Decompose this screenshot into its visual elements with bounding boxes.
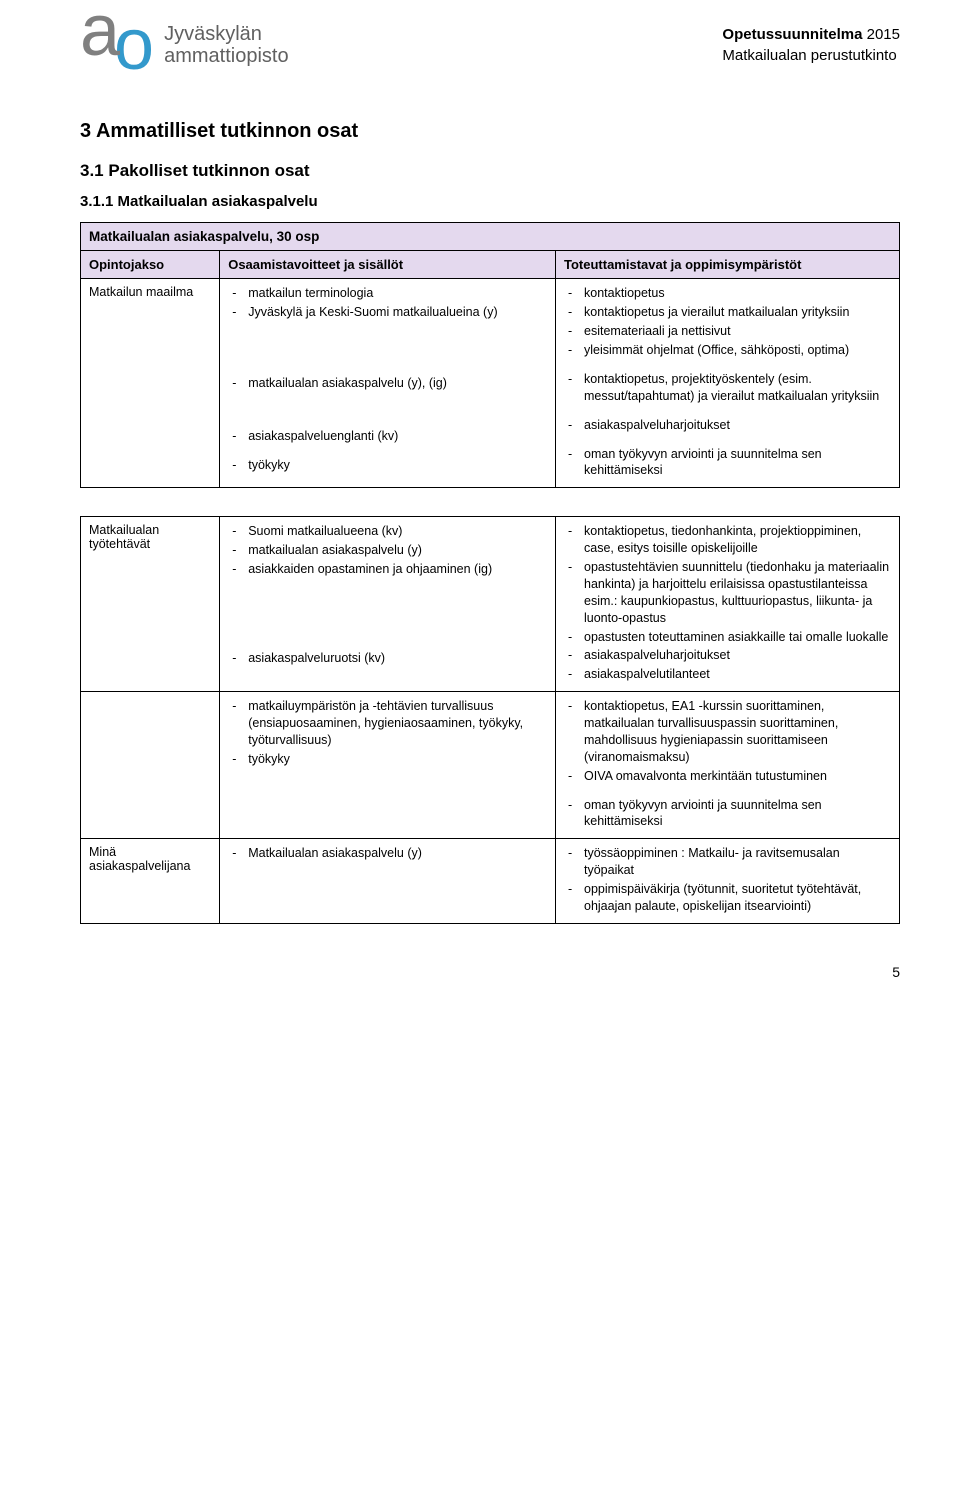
logo-text: Jyväskylän ammattiopisto (164, 23, 289, 67)
list-item: Suomi matkailualueena (kv) (228, 523, 547, 540)
header-title-bold: Opetussuunnitelma (722, 26, 862, 43)
header-right: Opetussuunnitelma 2015 Matkailualan peru… (722, 20, 900, 66)
methods-list: kontaktiopetus, tiedonhankinta, projekti… (564, 523, 891, 683)
col-header-3: Toteuttamistavat ja oppimisympäristöt (556, 251, 900, 279)
list-item: työkyky (228, 457, 547, 474)
table-row: Matkailualan työtehtävät Suomi matkailua… (81, 517, 900, 692)
list-item: oppimispäiväkirja (työtunnit, suoritetut… (564, 881, 891, 915)
list-item: Jyväskylä ja Keski-Suomi matkailualueina… (228, 304, 547, 321)
row-objectives: Suomi matkailualueena (kv) matkailualan … (220, 517, 556, 692)
logo-letter-a: a (80, 6, 114, 56)
header-year: 2015 (867, 26, 900, 43)
row-objectives: Matkailualan asiakaspalvelu (y) (220, 839, 556, 924)
row-methods: kontaktiopetus, tiedonhankinta, projekti… (556, 517, 900, 692)
list-item: OIVA omavalvonta merkintään tutustuminen (564, 768, 891, 785)
row-methods: työssäoppiminen : Matkailu- ja ravitsemu… (556, 839, 900, 924)
list-item: asiakaspalveluenglanti (kv) (228, 428, 547, 445)
row-topic: Matkailualan työtehtävät (81, 517, 220, 692)
list-item: asiakaspalveluharjoitukset (564, 647, 891, 664)
table-row: Minä asiakaspalvelijana Matkailualan asi… (81, 839, 900, 924)
row-topic: Minä asiakaspalvelijana (81, 839, 220, 924)
list-item: asiakaspalveluharjoitukset (564, 417, 891, 434)
table-row: matkailuympäristön ja -tehtävien turvall… (81, 692, 900, 839)
list-item: kontaktiopetus (564, 285, 891, 302)
list-item: työssäoppiminen : Matkailu- ja ravitsemu… (564, 845, 891, 879)
list-item: asiakkaiden opastaminen ja ohjaaminen (i… (228, 561, 547, 578)
row-topic: Matkailun maailma (81, 279, 220, 488)
methods-list: kontaktiopetus, EA1 -kurssin suorittamin… (564, 698, 891, 830)
list-item: kontaktiopetus, tiedonhankinta, projekti… (564, 523, 891, 557)
table-header-row: Opintojakso Osaamistavoitteet ja sisällö… (81, 251, 900, 279)
methods-list: työssäoppiminen : Matkailu- ja ravitsemu… (564, 845, 891, 915)
row-objectives: matkailuympäristön ja -tehtävien turvall… (220, 692, 556, 839)
list-item: opastusten toteuttaminen asiakkaille tai… (564, 629, 891, 646)
table-row: Matkailun maailma matkailun terminologia… (81, 279, 900, 488)
heading-level-4: 3.1.1 Matkailualan asiakaspalvelu (80, 193, 900, 210)
list-item: oman työkyvyn arviointi ja suunnitelma s… (564, 446, 891, 480)
logo: ao Jyväskylän ammattiopisto (80, 20, 289, 70)
list-item: yleisimmät ohjelmat (Office, sähköposti,… (564, 342, 891, 359)
row-objectives: matkailun terminologia Jyväskylä ja Kesk… (220, 279, 556, 488)
list-item: matkailualan asiakaspalvelu (y) (228, 542, 547, 559)
heading-level-3: 3.1 Pakolliset tutkinnon osat (80, 161, 900, 181)
page-number: 5 (892, 964, 900, 980)
row-methods: kontaktiopetus, EA1 -kurssin suorittamin… (556, 692, 900, 839)
list-item: asiakaspalvelutilanteet (564, 666, 891, 683)
row-methods: kontaktiopetus kontaktiopetus ja vierail… (556, 279, 900, 488)
row-topic-empty (81, 692, 220, 839)
list-item: Matkailualan asiakaspalvelu (y) (228, 845, 547, 862)
list-item: opastustehtävien suunnittelu (tiedonhaku… (564, 559, 891, 627)
objectives-list: matkailun terminologia Jyväskylä ja Kesk… (228, 285, 547, 473)
list-item: esitemateriaali ja nettisivut (564, 323, 891, 340)
objectives-list: Matkailualan asiakaspalvelu (y) (228, 845, 547, 862)
logo-text-line1: Jyväskylän (164, 23, 262, 45)
list-item: matkailun terminologia (228, 285, 547, 302)
list-item: asiakaspalveluruotsi (kv) (228, 650, 547, 667)
col-header-1: Opintojakso (81, 251, 220, 279)
methods-list: kontaktiopetus kontaktiopetus ja vierail… (564, 285, 891, 479)
logo-text-line2: ammattiopisto (164, 45, 289, 67)
col-header-2: Osaamistavoitteet ja sisällöt (220, 251, 556, 279)
objectives-list: Suomi matkailualueena (kv) matkailualan … (228, 523, 547, 667)
logo-letter-o: o (114, 5, 148, 85)
curriculum-table-1: Matkailualan asiakaspalvelu, 30 osp Opin… (80, 222, 900, 488)
heading-level-2: 3 Ammatilliset tutkinnon osat (80, 120, 900, 143)
list-item: kontaktiopetus, projektityöskentely (esi… (564, 371, 891, 405)
list-item: oman työkyvyn arviointi ja suunnitelma s… (564, 797, 891, 831)
curriculum-table-2: Matkailualan työtehtävät Suomi matkailua… (80, 516, 900, 924)
page-header: ao Jyväskylän ammattiopisto Opetussuunni… (80, 20, 900, 70)
header-subtitle: Matkailualan perustutkinto (722, 47, 896, 64)
table-title: Matkailualan asiakaspalvelu, 30 osp (81, 223, 900, 251)
list-item: matkailuympäristön ja -tehtävien turvall… (228, 698, 547, 749)
table-title-row: Matkailualan asiakaspalvelu, 30 osp (81, 223, 900, 251)
logo-letters: ao (80, 20, 148, 70)
list-item: kontaktiopetus, EA1 -kurssin suorittamin… (564, 698, 891, 766)
list-item: matkailualan asiakaspalvelu (y), (ig) (228, 375, 547, 392)
list-item: työkyky (228, 751, 547, 768)
objectives-list: matkailuympäristön ja -tehtävien turvall… (228, 698, 547, 768)
list-item: kontaktiopetus ja vierailut matkailualan… (564, 304, 891, 321)
